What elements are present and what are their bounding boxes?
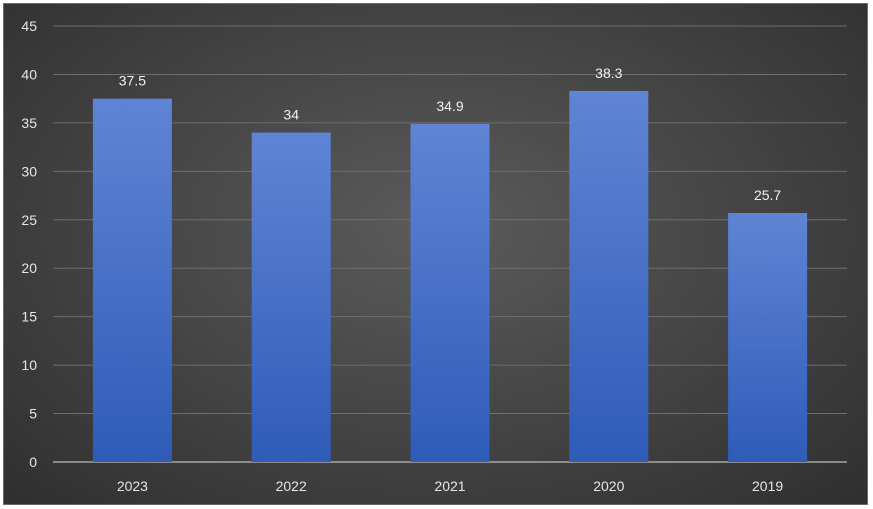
y-tick-label: 0: [29, 454, 37, 470]
data-label-2022: 34: [283, 107, 299, 123]
data-label-2020: 38.3: [595, 65, 622, 81]
x-tick-label-2021: 2021: [434, 478, 465, 494]
data-label-2019: 25.7: [754, 187, 781, 203]
bars: [92, 90, 808, 463]
x-tick-label-2023: 2023: [117, 478, 148, 494]
y-tick-label: 10: [21, 357, 37, 373]
bar-2023: [92, 98, 172, 463]
data-label-2023: 37.5: [119, 73, 146, 89]
y-tick-label: 5: [29, 406, 37, 422]
y-tick-label: 20: [21, 260, 37, 276]
y-tick-label: 15: [21, 309, 37, 325]
x-tick-label-2022: 2022: [276, 478, 307, 494]
y-tick-label: 45: [21, 18, 37, 34]
y-tick-label: 25: [21, 212, 37, 228]
x-axis-ticks: 2023 2022 2021 2020 2019: [117, 478, 784, 494]
bar-2022: [251, 132, 331, 463]
y-tick-label: 40: [21, 66, 37, 82]
x-tick-label-2019: 2019: [752, 478, 783, 494]
y-axis-ticks: 0 5 10 15 20 25 30 35 40 45: [21, 18, 37, 470]
bar-2019: [728, 212, 808, 462]
y-tick-label: 35: [21, 115, 37, 131]
data-label-2021: 34.9: [436, 98, 463, 114]
y-tick-label: 30: [21, 163, 37, 179]
data-labels: 37.5 34 34.9 38.3 25.7: [119, 65, 782, 203]
gridlines: [53, 25, 847, 463]
x-tick-label-2020: 2020: [593, 478, 624, 494]
bar-2020: [569, 90, 649, 462]
bar-2021: [410, 123, 490, 462]
